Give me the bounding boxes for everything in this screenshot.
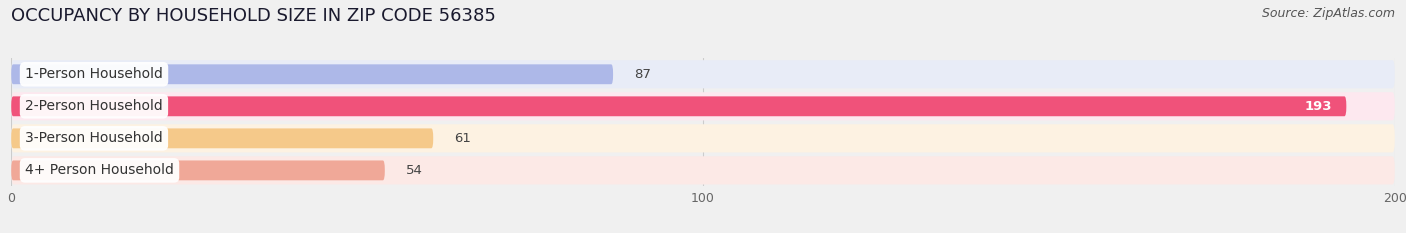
FancyBboxPatch shape	[11, 124, 1395, 152]
FancyBboxPatch shape	[11, 64, 613, 84]
Text: 1-Person Household: 1-Person Household	[25, 67, 163, 81]
Text: 193: 193	[1305, 100, 1333, 113]
FancyBboxPatch shape	[11, 60, 1395, 88]
FancyBboxPatch shape	[11, 128, 433, 148]
Text: 61: 61	[454, 132, 471, 145]
FancyBboxPatch shape	[11, 96, 1347, 116]
Text: Source: ZipAtlas.com: Source: ZipAtlas.com	[1261, 7, 1395, 20]
FancyBboxPatch shape	[11, 92, 1395, 120]
Text: 2-Person Household: 2-Person Household	[25, 99, 163, 113]
FancyBboxPatch shape	[11, 161, 385, 180]
Text: 54: 54	[405, 164, 422, 177]
Text: OCCUPANCY BY HOUSEHOLD SIZE IN ZIP CODE 56385: OCCUPANCY BY HOUSEHOLD SIZE IN ZIP CODE …	[11, 7, 496, 25]
Text: 3-Person Household: 3-Person Household	[25, 131, 163, 145]
Text: 87: 87	[634, 68, 651, 81]
FancyBboxPatch shape	[11, 156, 1395, 185]
Text: 4+ Person Household: 4+ Person Household	[25, 163, 174, 177]
